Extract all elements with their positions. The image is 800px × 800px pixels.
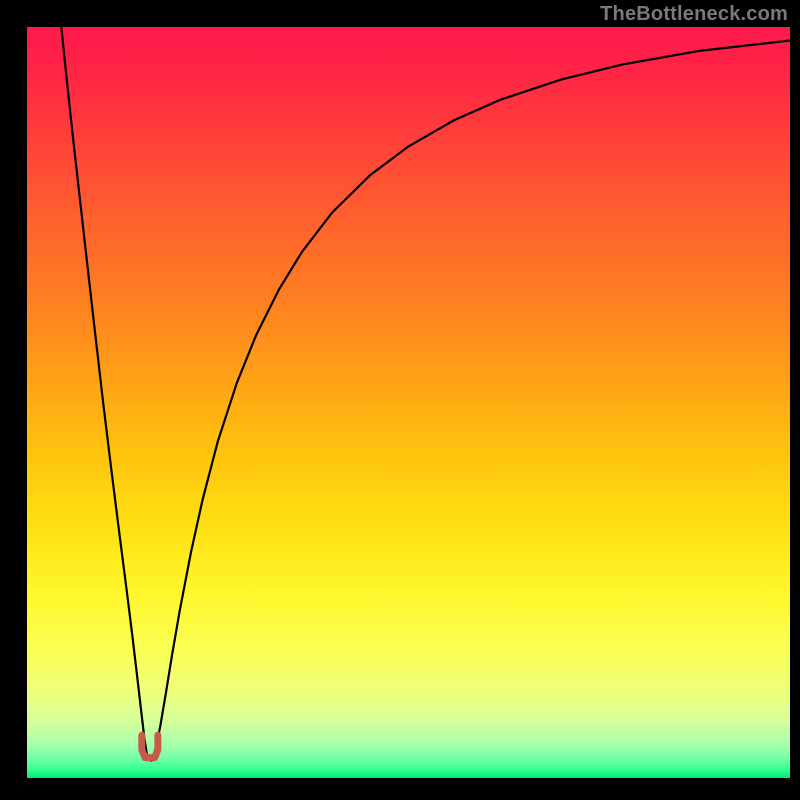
chart-svg	[27, 27, 790, 778]
plot-area	[27, 27, 790, 778]
chart-container: TheBottleneck.com	[0, 0, 800, 800]
gradient-background	[27, 27, 790, 778]
watermark-text: TheBottleneck.com	[600, 3, 788, 26]
